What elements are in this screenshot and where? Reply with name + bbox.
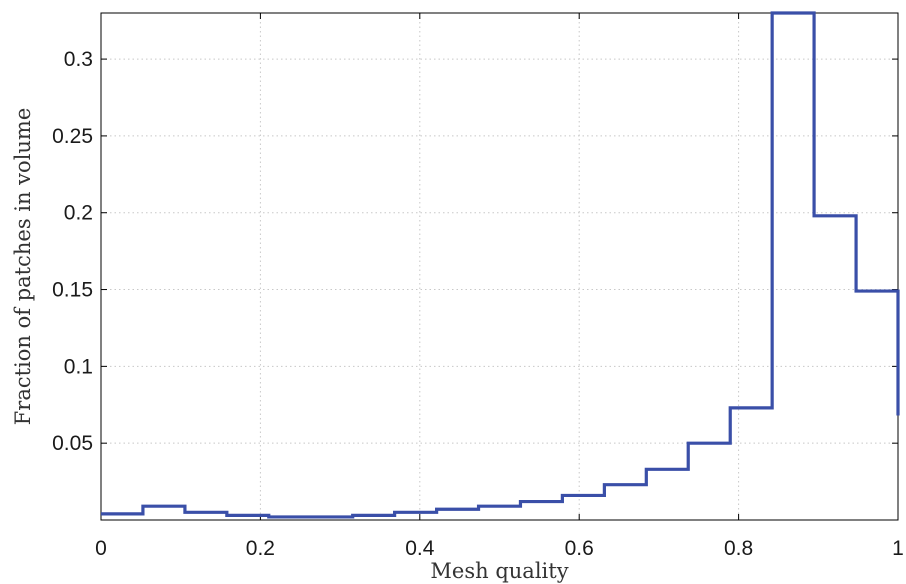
- x-tick-label: 0.2: [246, 537, 275, 560]
- y-tick-label: 0.15: [52, 279, 93, 302]
- y-tick-label: 0.05: [52, 432, 93, 455]
- y-axis-ticks: 0.05 0.1 0.15 0.2 0.25 0.3: [52, 48, 898, 455]
- x-axis-label: Mesh quality: [430, 559, 568, 583]
- x-tick-label: 1: [892, 537, 904, 560]
- y-tick-label: 0.1: [64, 355, 93, 378]
- series-step-line: [101, 11, 900, 519]
- y-tick-label: 0.2: [64, 202, 93, 225]
- x-axis-ticks: 0 0.2 0.4 0.6 0.8 1: [95, 13, 904, 560]
- x-tick-label: 0.4: [405, 537, 435, 560]
- x-tick-label: 0.8: [724, 537, 753, 560]
- x-tick-label: 0.6: [565, 537, 594, 560]
- y-axis-label: Fraction of patches in volume: [11, 108, 35, 426]
- grid-lines: [101, 13, 898, 520]
- x-tick-label: 0: [95, 537, 107, 560]
- plot-frame: [100, 12, 899, 521]
- y-tick-label: 0.3: [64, 48, 93, 71]
- y-tick-label: 0.25: [52, 125, 93, 148]
